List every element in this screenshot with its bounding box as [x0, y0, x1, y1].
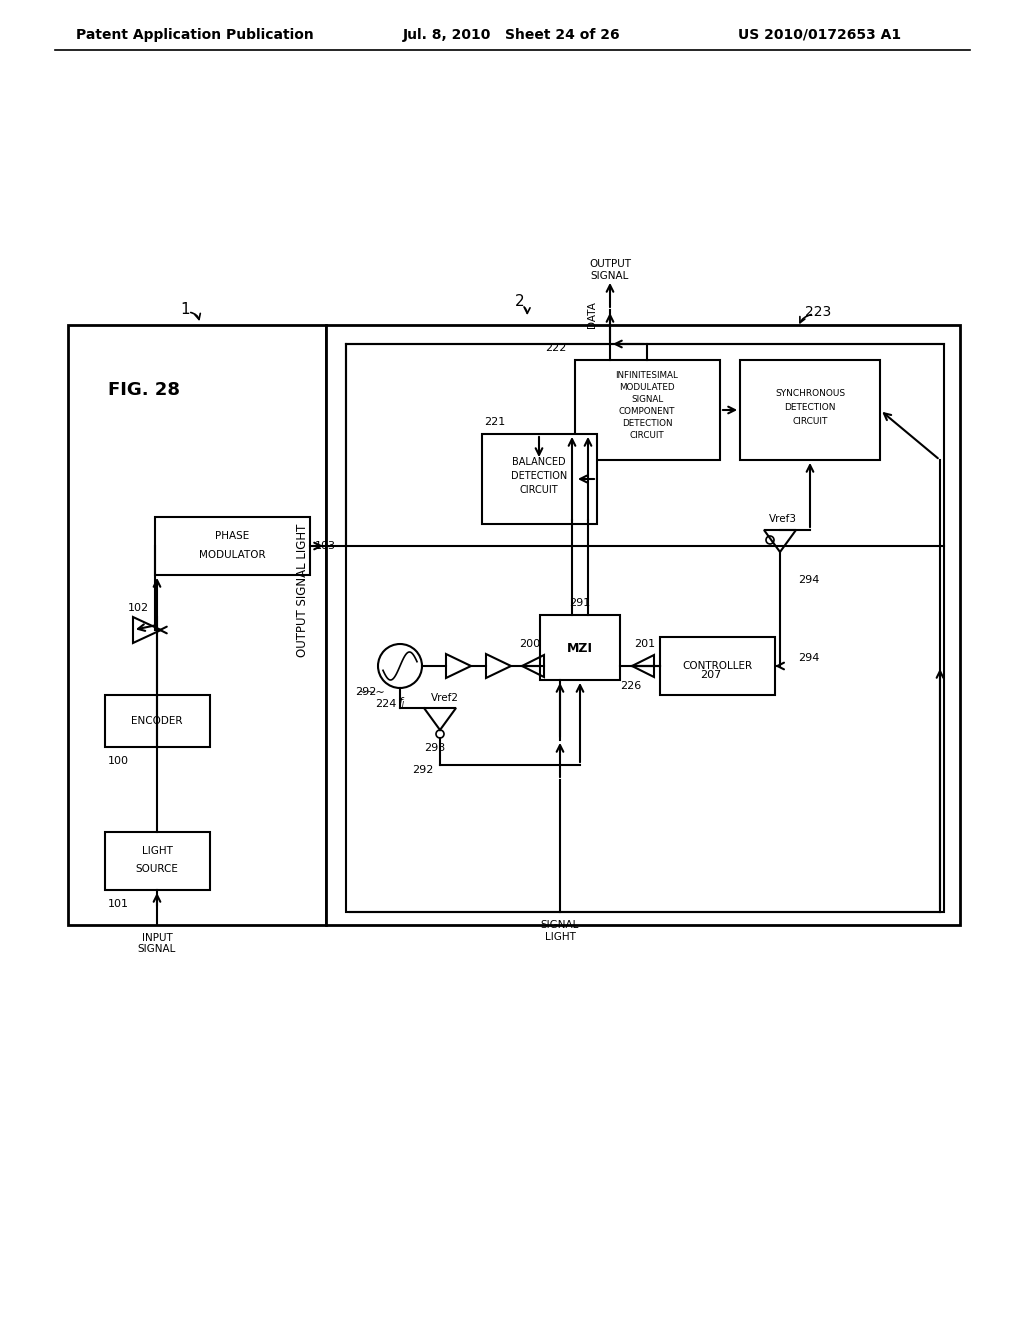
Text: DETECTION: DETECTION: [622, 420, 672, 429]
Text: INFINITESIMAL: INFINITESIMAL: [615, 371, 679, 380]
Text: COMPONENT: COMPONENT: [618, 408, 675, 417]
Text: 294: 294: [798, 653, 819, 663]
Text: 226: 226: [620, 681, 641, 690]
Text: 292: 292: [412, 766, 433, 775]
Text: Vref3: Vref3: [769, 513, 797, 524]
Bar: [482, 434, 597, 524]
Text: SIGNAL: SIGNAL: [138, 944, 176, 954]
Text: 103: 103: [315, 541, 336, 550]
Text: DATA: DATA: [587, 301, 597, 329]
Text: SOURCE: SOURCE: [135, 865, 178, 874]
Text: SIGNAL: SIGNAL: [541, 920, 580, 931]
Text: LIGHT: LIGHT: [545, 932, 575, 942]
Text: 1: 1: [180, 302, 189, 318]
Text: 200: 200: [519, 639, 541, 649]
Bar: [105, 696, 210, 747]
Text: 100: 100: [108, 756, 129, 766]
Text: CIRCUIT: CIRCUIT: [630, 432, 665, 441]
Text: 291: 291: [569, 598, 591, 609]
Text: 292: 292: [355, 686, 377, 697]
Text: 294: 294: [798, 576, 819, 585]
Text: ~~~: ~~~: [358, 688, 386, 698]
Text: ENCODER: ENCODER: [131, 715, 182, 726]
Text: US 2010/0172653 A1: US 2010/0172653 A1: [738, 28, 901, 42]
Text: 224: 224: [375, 700, 396, 709]
Text: 222: 222: [546, 343, 567, 352]
Text: 223: 223: [805, 305, 831, 319]
Bar: [326, 325, 961, 925]
Text: $f_j$: $f_j$: [398, 696, 407, 713]
Text: OUTPUT: OUTPUT: [589, 259, 631, 269]
Text: Patent Application Publication: Patent Application Publication: [76, 28, 314, 42]
Text: DETECTION: DETECTION: [784, 404, 836, 412]
Text: SYNCHRONOUS: SYNCHRONOUS: [775, 389, 845, 399]
Bar: [346, 345, 944, 912]
Text: DETECTION: DETECTION: [511, 471, 567, 480]
Text: SIGNAL: SIGNAL: [631, 396, 664, 404]
Text: 207: 207: [700, 671, 721, 680]
Text: MODULATOR: MODULATOR: [199, 550, 265, 560]
Text: 101: 101: [108, 899, 129, 909]
Text: FIG. 28: FIG. 28: [108, 381, 180, 399]
Bar: [540, 615, 620, 680]
Bar: [740, 360, 880, 459]
Text: 201: 201: [635, 639, 655, 649]
Text: 293: 293: [424, 743, 445, 752]
Text: BALANCED: BALANCED: [512, 457, 566, 467]
Text: Vref2: Vref2: [431, 693, 459, 704]
Text: PHASE: PHASE: [215, 531, 249, 541]
Bar: [575, 360, 720, 459]
Text: CIRCUIT: CIRCUIT: [520, 484, 558, 495]
Text: 102: 102: [128, 603, 150, 612]
Text: SIGNAL: SIGNAL: [591, 271, 629, 281]
Bar: [105, 832, 210, 890]
Bar: [155, 517, 310, 576]
Text: MZI: MZI: [567, 642, 593, 655]
Text: 2: 2: [515, 294, 525, 309]
Bar: [68, 325, 326, 925]
Bar: [660, 638, 775, 696]
Text: MODULATED: MODULATED: [620, 384, 675, 392]
Text: CIRCUIT: CIRCUIT: [793, 417, 827, 426]
Text: LIGHT: LIGHT: [141, 846, 172, 855]
Text: 221: 221: [484, 417, 505, 426]
Text: OUTPUT SIGNAL LIGHT: OUTPUT SIGNAL LIGHT: [297, 523, 309, 656]
Text: CONTROLLER: CONTROLLER: [682, 661, 752, 671]
Text: INPUT: INPUT: [141, 933, 172, 942]
Text: Jul. 8, 2010   Sheet 24 of 26: Jul. 8, 2010 Sheet 24 of 26: [403, 28, 621, 42]
